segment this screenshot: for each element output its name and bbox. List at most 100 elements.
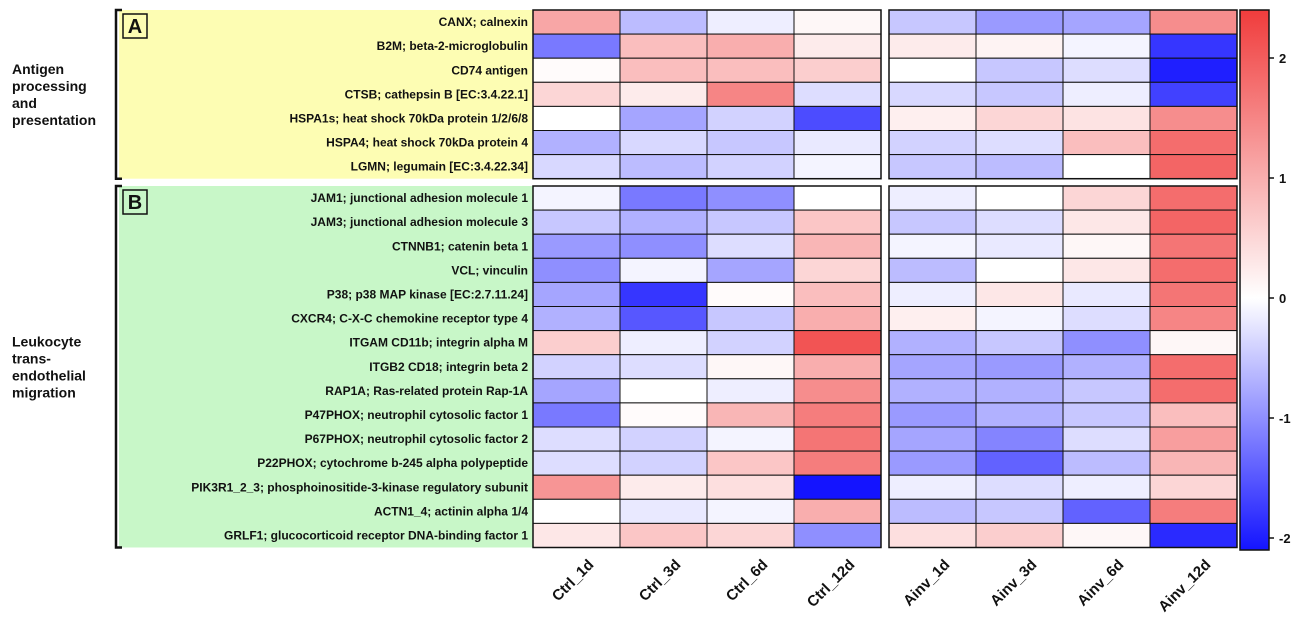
colorbar-tick-label: 0 bbox=[1279, 291, 1286, 306]
heatmap-cell bbox=[532, 33, 621, 59]
heatmap-cell bbox=[532, 498, 621, 524]
gene-label: CANX; calnexin bbox=[439, 15, 528, 29]
panel-letter-box bbox=[122, 13, 148, 39]
heatmap-cell bbox=[1062, 257, 1151, 283]
heatmap-cell bbox=[619, 402, 708, 428]
heatmap-cell bbox=[532, 474, 621, 500]
heatmap-cell bbox=[975, 474, 1064, 500]
leukocyte-migration-group-label: Leukocyte bbox=[12, 333, 81, 349]
heatmap-cell bbox=[793, 522, 882, 549]
heatmap-cell bbox=[1149, 257, 1238, 283]
gene-label: ITGAM CD11b; integrin alpha M bbox=[349, 336, 528, 350]
heatmap-cell bbox=[706, 105, 795, 132]
heatmap-cell bbox=[793, 9, 882, 35]
heatmap-cell bbox=[619, 130, 708, 156]
heatmap-cell bbox=[793, 81, 882, 107]
heatmap-cell bbox=[888, 233, 977, 259]
leukocyte-migration-group-label: migration bbox=[12, 384, 76, 400]
heatmap-cell bbox=[532, 9, 621, 35]
column-label: Ainv_6d bbox=[1074, 556, 1127, 609]
heatmap-cell bbox=[706, 130, 795, 156]
heatmap-cell bbox=[975, 306, 1064, 332]
heatmap-cell bbox=[1149, 450, 1238, 476]
heatmap-cell bbox=[532, 257, 621, 283]
heatmap-cell bbox=[706, 450, 795, 476]
heatmap-cell bbox=[793, 474, 882, 500]
heatmap-cell bbox=[619, 378, 708, 404]
heatmap-cell bbox=[619, 426, 708, 452]
heatmap-cell bbox=[706, 330, 795, 356]
heatmap-cell bbox=[619, 57, 708, 83]
panel-letter-box bbox=[122, 189, 148, 215]
heatmap-cell bbox=[619, 9, 708, 35]
heatmap-cell bbox=[532, 130, 621, 156]
heatmap-cell bbox=[706, 474, 795, 500]
heatmap-cell bbox=[1149, 130, 1238, 156]
heatmap-cell bbox=[619, 450, 708, 476]
column-label: Ctrl_3d bbox=[636, 556, 685, 605]
heatmap-cell bbox=[1062, 450, 1151, 476]
antigen-processing-group-label: presentation bbox=[12, 112, 96, 128]
heatmap-cell bbox=[1149, 154, 1238, 180]
heatmap-cell bbox=[1149, 33, 1238, 59]
heatmap-cell bbox=[975, 257, 1064, 283]
heatmap-cell bbox=[619, 281, 708, 307]
heatmap-block-border bbox=[888, 9, 1238, 180]
heatmap-cell bbox=[793, 154, 882, 180]
heatmap-cell bbox=[793, 57, 882, 83]
column-label: Ainv_1d bbox=[900, 556, 953, 609]
heatmap-cell bbox=[1149, 209, 1238, 235]
heatmap-cell bbox=[619, 330, 708, 356]
heatmap-cell bbox=[888, 402, 977, 428]
heatmap-cell bbox=[706, 402, 795, 428]
heatmap-cell bbox=[532, 209, 621, 235]
column-label: Ctrl_6d bbox=[723, 556, 772, 605]
heatmap-cell bbox=[532, 522, 621, 549]
heatmap-cell bbox=[1062, 354, 1151, 380]
gene-label: P47PHOX; neutrophil cytosolic factor 1 bbox=[305, 408, 529, 422]
heatmap-cell bbox=[1149, 498, 1238, 524]
heatmap-cell bbox=[1149, 233, 1238, 259]
heatmap-cell bbox=[1149, 354, 1238, 380]
gene-label: LGMN; legumain [EC:3.4.22.34] bbox=[351, 160, 528, 174]
heatmap-cell bbox=[1149, 306, 1238, 332]
heatmap-cell bbox=[619, 498, 708, 524]
heatmap-cell bbox=[793, 33, 882, 59]
antigen-processing-group-label: Antigen bbox=[12, 61, 64, 77]
heatmap-cell bbox=[1062, 105, 1151, 132]
heatmap-cell bbox=[1062, 498, 1151, 524]
heatmap-cell bbox=[1062, 33, 1151, 59]
heatmap-cell bbox=[532, 426, 621, 452]
heatmap-cell bbox=[793, 257, 882, 283]
colorbar-tick-label: 1 bbox=[1279, 171, 1286, 186]
heatmap-cell bbox=[975, 33, 1064, 59]
gene-label: JAM1; junctional adhesion molecule 1 bbox=[311, 191, 529, 205]
heatmap-cell bbox=[1062, 330, 1151, 356]
heatmap-cell bbox=[975, 81, 1064, 107]
heatmap-cell bbox=[706, 354, 795, 380]
gene-label: CD74 antigen bbox=[451, 63, 528, 77]
heatmap-cell bbox=[975, 233, 1064, 259]
heatmap-block-border bbox=[532, 9, 882, 180]
heatmap-cell bbox=[888, 209, 977, 235]
heatmap-cell bbox=[1062, 306, 1151, 332]
gene-label: CTNNB1; catenin beta 1 bbox=[392, 239, 528, 253]
heatmap-cell bbox=[619, 185, 708, 211]
heatmap-cell bbox=[975, 450, 1064, 476]
heatmap-cell bbox=[793, 450, 882, 476]
heatmap-cell bbox=[888, 154, 977, 180]
heatmap-cell bbox=[532, 185, 621, 211]
heatmap-cell bbox=[793, 306, 882, 332]
heatmap-cell bbox=[706, 306, 795, 332]
leukocyte-migration-group-label: endothelial bbox=[12, 367, 86, 383]
heatmap-cell bbox=[619, 105, 708, 132]
heatmap-cell bbox=[975, 185, 1064, 211]
heatmap-cell bbox=[1149, 57, 1238, 83]
heatmap-cell bbox=[793, 130, 882, 156]
heatmap-cell bbox=[1149, 426, 1238, 452]
gene-label: HSPA4; heat shock 70kDa protein 4 bbox=[326, 136, 528, 150]
heatmap-cell bbox=[975, 330, 1064, 356]
antigen-processing-label-panel bbox=[119, 10, 533, 179]
heatmap-cell bbox=[888, 474, 977, 500]
heatmap-cell bbox=[1062, 522, 1151, 549]
